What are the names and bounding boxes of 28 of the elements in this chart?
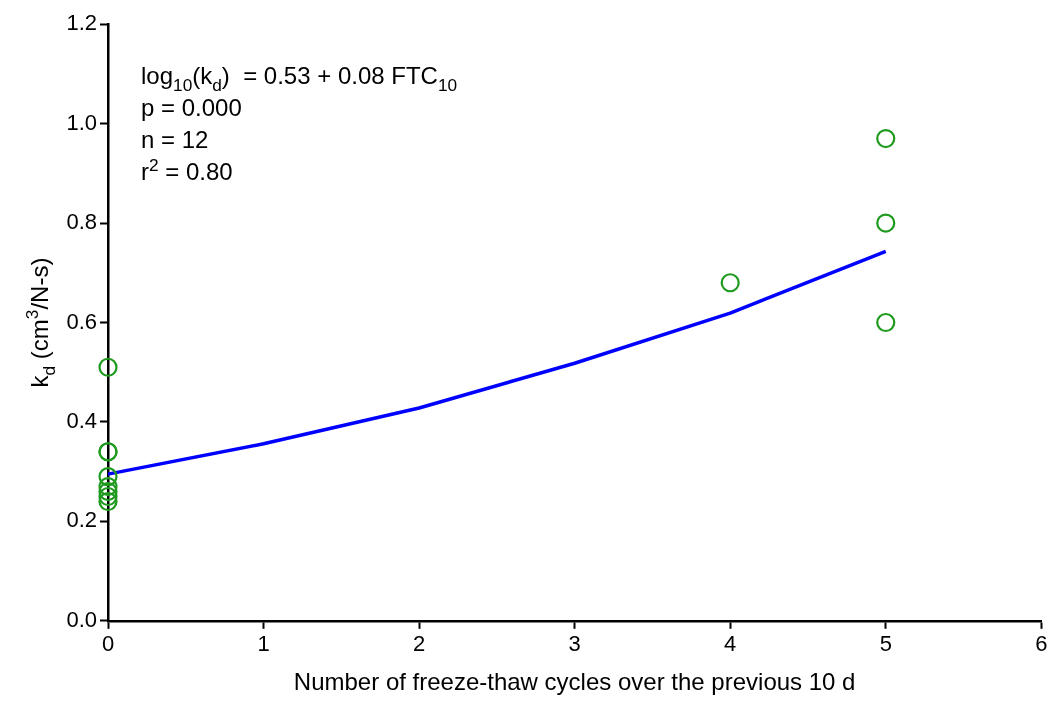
y-axis-title: kd (cm3/N-s): [22, 257, 60, 388]
x-tick-label: 3: [568, 631, 581, 657]
point: [876, 312, 896, 333]
annotation: n = 12: [141, 126, 209, 154]
point: [98, 486, 118, 507]
point: [98, 467, 118, 487]
x-tick-label: 2: [412, 631, 426, 657]
x-tick-label: 5: [879, 631, 892, 657]
point: [720, 273, 740, 293]
y-tick-label: 0.8: [66, 209, 97, 235]
point: [876, 128, 896, 149]
y-tick-label: 1.2: [66, 10, 97, 36]
x-tick-label: 6: [1035, 631, 1048, 657]
y-tick-label: 1.0: [66, 109, 97, 135]
y-tick-label: 0.0: [66, 606, 97, 632]
y-tick-label: 0.2: [66, 507, 97, 533]
y-tick-label: 0.4: [66, 408, 97, 433]
x-axis-title: Number of freeze-thaw cycles over the previous 10 d: [293, 668, 856, 696]
point: [98, 476, 118, 497]
point: [98, 481, 118, 502]
x-tick-label: 0: [101, 631, 115, 657]
point: [98, 491, 118, 512]
x-tick-label: 1: [257, 631, 270, 657]
x-tick-label: 4: [724, 631, 737, 657]
y-tick-label: 0.6: [66, 308, 97, 334]
annotation: p = 0.000: [141, 94, 242, 122]
point: [98, 357, 118, 377]
point: [876, 213, 896, 233]
